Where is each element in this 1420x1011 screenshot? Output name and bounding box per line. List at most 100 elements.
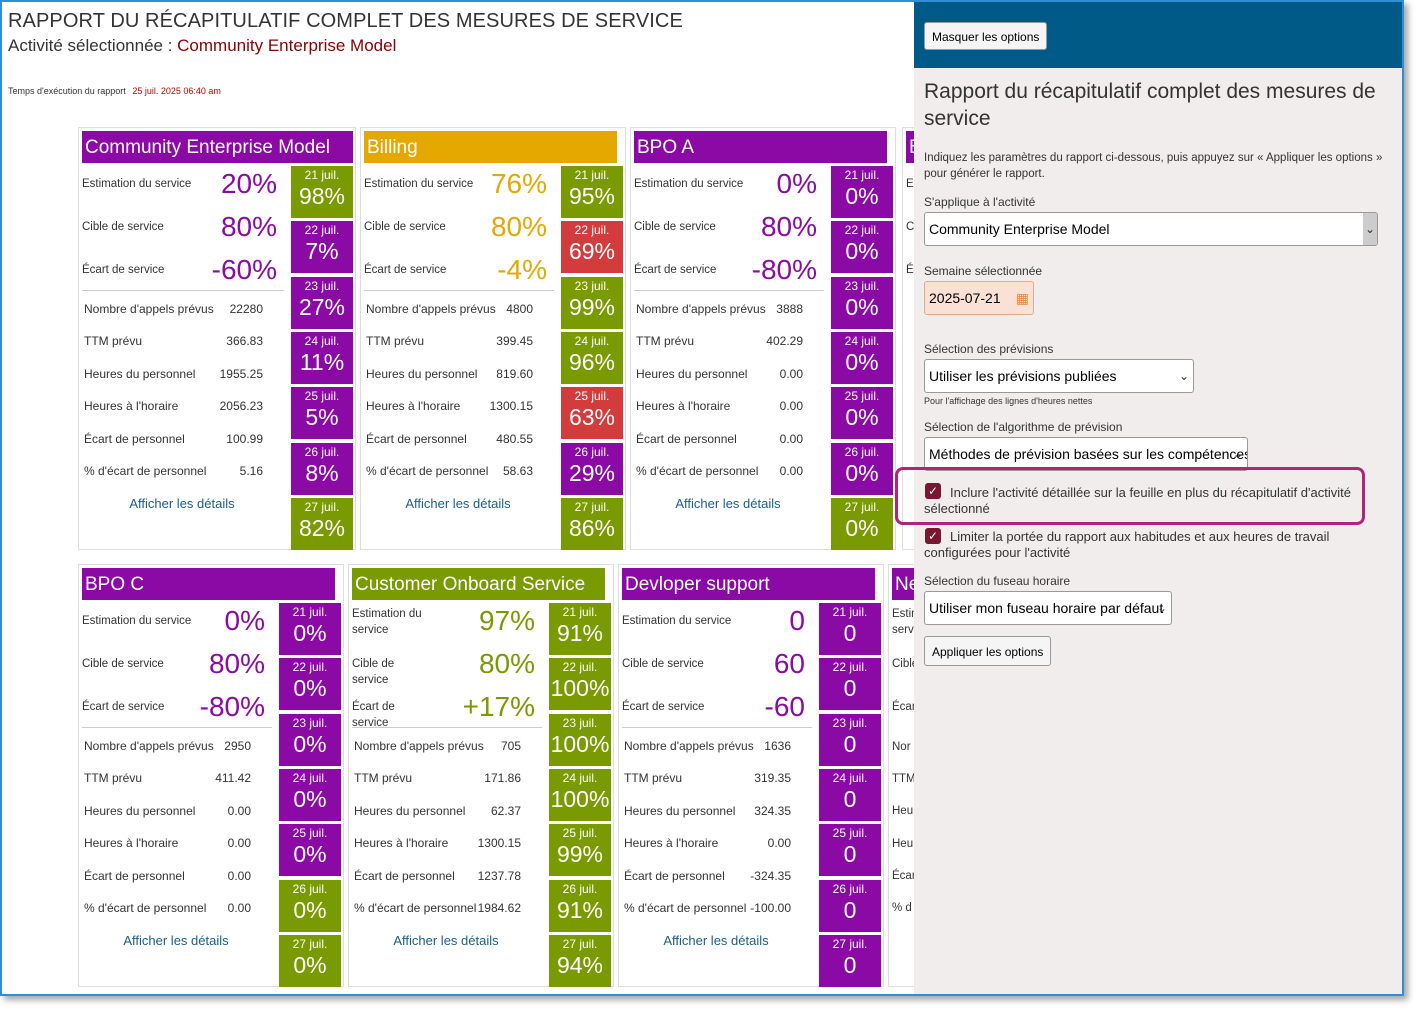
timezone-select[interactable]: Utiliser mon fuseau horaire par défaut ⌄ (924, 591, 1172, 625)
activity-select-value: Community Enterprise Model (929, 221, 1110, 237)
staffing-metric-value: 705 (500, 739, 521, 753)
daily-percent: 0% (845, 238, 879, 265)
algorithm-select[interactable]: Méthodes de prévision basées sur les com… (924, 437, 1248, 471)
daily-percent: 0 (843, 620, 857, 646)
staffing-metric-value: 0.00 (779, 431, 803, 446)
service-metric-value: 76% (490, 168, 547, 199)
service-metric-label: Estimation du service (352, 608, 422, 636)
card-divider (364, 290, 554, 291)
staffing-metric-value: 5.16 (239, 464, 263, 478)
timezone-select-value: Utiliser mon fuseau horaire par défaut (929, 600, 1164, 616)
options-panel: Masquer les options Rapport du récapitul… (895, 2, 1402, 994)
daily-percent: 63% (568, 404, 616, 431)
daily-percent: 0% (293, 785, 327, 812)
activity-card-title: Ne (892, 568, 914, 600)
staffing-metric-value: 0.00 (227, 836, 251, 851)
show-details-link[interactable]: Afficher les détails (675, 496, 781, 511)
service-metric-label: Cible de service (352, 658, 395, 686)
show-details-link[interactable]: Afficher les détails (129, 496, 235, 511)
staffing-metric-label: Écart de personnel (366, 431, 467, 446)
daily-service-tile: 24 juil. 100% (549, 768, 611, 821)
daily-percent: 91% (556, 896, 604, 923)
partial-label: Ci (906, 221, 914, 233)
apply-options-button[interactable]: Appliquer les options (924, 636, 1052, 666)
staffing-metric-value: 3888 (776, 302, 803, 316)
show-details-link[interactable]: Afficher les détails (663, 933, 769, 948)
activity-select[interactable]: Community Enterprise Model ⌄ (924, 212, 1378, 246)
staffing-metric-value: 1237.78 (477, 868, 521, 883)
limit-scope-checkbox[interactable]: ✓ (925, 528, 941, 544)
service-metric-value: -60 (764, 691, 805, 722)
staffing-metric-value: 0.00 (227, 803, 251, 818)
include-detail-checkbox[interactable]: ✓ (925, 483, 941, 499)
daily-service-tile: 24 juil. 0 (819, 768, 881, 821)
daily-percent: 8% (305, 459, 339, 486)
daily-service-tile: 24 juil. 0% (279, 768, 341, 821)
daily-percent: 0% (293, 620, 327, 646)
daily-date: 25 juil. (832, 826, 868, 841)
chevron-down-icon: ⌄ (1178, 369, 1189, 383)
staffing-metric-label: Heures à l'horaire (636, 399, 731, 414)
service-metric-value: 80% (760, 211, 817, 242)
service-metric-label: Écart de service (352, 701, 395, 729)
daily-percent: 0% (293, 896, 327, 923)
daily-percent: 95% (568, 183, 616, 209)
staffing-metric-label: Nombre d'appels prévus (84, 739, 214, 753)
service-metric-value: 80% (490, 211, 547, 242)
daily-date: 22 juil. (292, 660, 328, 675)
staffing-metric-value: 0.00 (227, 901, 251, 915)
forecast-label: Sélection des prévisions (924, 342, 1054, 356)
show-details-link[interactable]: Afficher les détails (393, 933, 499, 948)
daily-service-tile: 23 juil. 99% (561, 276, 623, 329)
staffing-metric-value: 1955.25 (219, 366, 263, 381)
daily-date: 25 juil. (304, 389, 340, 404)
daily-date: 27 juil. (832, 936, 868, 951)
daily-service-tile: 24 juil. 96% (561, 331, 623, 384)
daily-date: 24 juil. (292, 770, 328, 785)
daily-date: 22 juil. (844, 223, 880, 238)
activity-card: Community Enterprise Model Estimation du … (78, 127, 356, 550)
service-metric-value: 0 (789, 605, 805, 636)
daily-date: 26 juil. (562, 881, 598, 896)
timezone-label: Sélection du fuseau horaire (924, 574, 1071, 588)
partial-label: % d (892, 902, 912, 914)
hide-options-button[interactable]: Masquer les options (924, 22, 1048, 50)
staffing-metric-value: 0.00 (779, 366, 803, 381)
daily-percent: 7% (305, 238, 339, 265)
show-details-link[interactable]: Afficher les détails (405, 496, 511, 511)
staffing-metric-label: Nombre d'appels prévus (624, 739, 754, 753)
staffing-metric-value: 819.60 (496, 366, 533, 381)
limit-scope-label: Limiter la portée du rapport aux habitud… (924, 529, 1330, 560)
staffing-metric-label: Écart de personnel (636, 431, 737, 446)
service-metric-label: Écart de service (634, 264, 717, 276)
staffing-metric-label: TTM prévu (366, 334, 425, 349)
week-date-input[interactable]: 2025-07-21 ▦ (924, 281, 1034, 315)
report-main: RAPPORT DU RÉCAPITULATIF COMPLET DES MES… (2, 2, 914, 994)
show-details-link[interactable]: Afficher les détails (123, 933, 229, 948)
daily-date: 23 juil. (844, 278, 880, 293)
daily-date: 25 juil. (292, 826, 328, 841)
daily-service-tile: 27 juil. 0% (279, 934, 341, 987)
service-metric-label: Estimation du service (82, 615, 192, 627)
daily-percent: 0% (845, 404, 879, 431)
execution-time-value: 25 juil. 2025 06:40 am (132, 86, 221, 96)
staffing-metric-value: 1300.15 (489, 399, 533, 414)
daily-percent: 100% (550, 785, 610, 812)
daily-percent: 96% (568, 348, 616, 375)
daily-percent: 91% (556, 620, 604, 646)
daily-date: 21 juil. (304, 168, 340, 182)
activity-card: BPO A Estimation du service 0% Cible de ser… (630, 127, 896, 550)
calendar-icon[interactable]: ▦ (1015, 290, 1029, 306)
daily-percent: 11% (299, 348, 345, 375)
daily-percent: 82% (298, 514, 346, 541)
daily-percent: 98% (298, 183, 346, 209)
chevron-down-icon: ⌄ (1156, 601, 1167, 615)
staffing-metric-value: 399.45 (496, 334, 533, 349)
forecast-select[interactable]: Utiliser les prévisions publiées ⌄ (924, 359, 1194, 393)
activity-card-title: Billing (364, 131, 617, 163)
service-metric-label: Cible de service (82, 658, 164, 670)
daily-percent: 0% (845, 293, 879, 320)
activity-card-title: BPO C (82, 568, 335, 600)
daily-service-tile: 25 juil. 99% (549, 824, 611, 877)
daily-percent: 0% (293, 951, 327, 978)
